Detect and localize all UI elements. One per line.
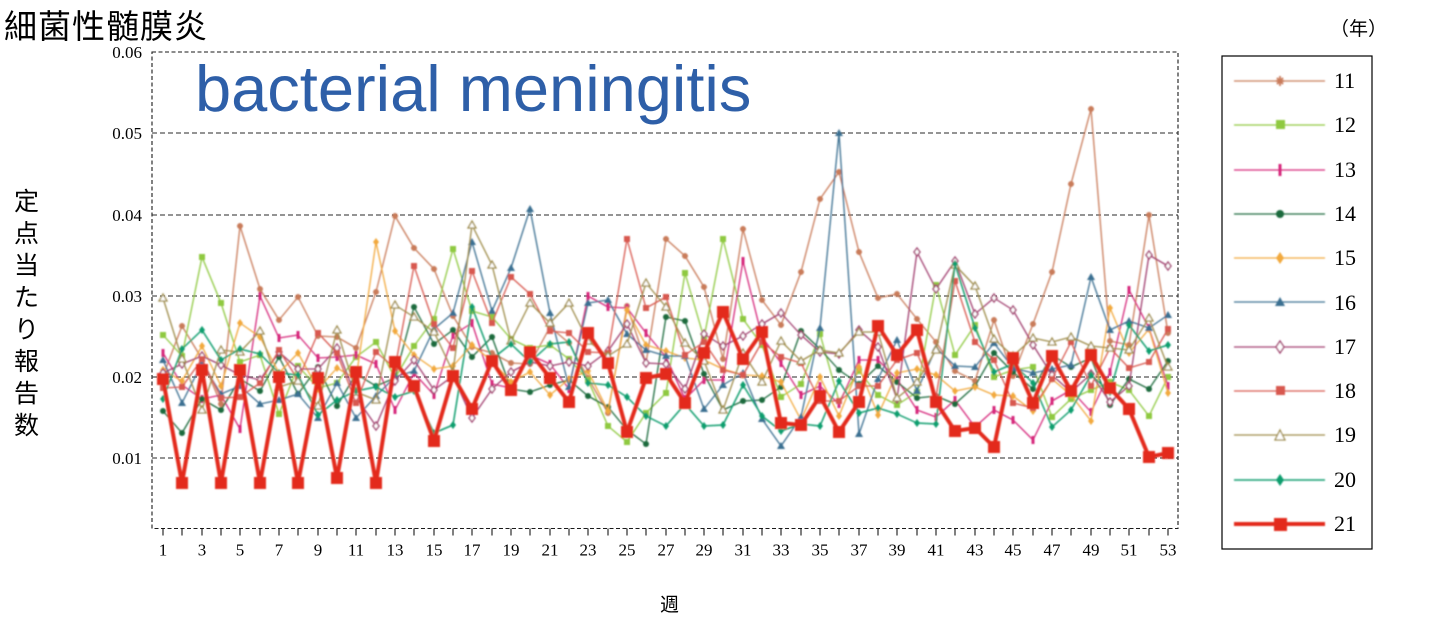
svg-text:13: 13 [387,541,404,560]
svg-text:0.04: 0.04 [112,206,142,225]
svg-text:41: 41 [928,541,945,560]
svg-text:27: 27 [658,541,676,560]
svg-text:0.02: 0.02 [112,368,142,387]
svg-text:16: 16 [1334,290,1356,315]
svg-text:47: 47 [1044,541,1062,560]
svg-text:21: 21 [1334,511,1356,536]
svg-text:29: 29 [696,541,713,560]
svg-text:0.03: 0.03 [112,287,142,306]
svg-text:17: 17 [464,541,482,560]
svg-text:37: 37 [851,541,869,560]
svg-text:7: 7 [275,541,284,560]
svg-text:25: 25 [619,541,636,560]
svg-text:35: 35 [812,541,829,560]
svg-text:31: 31 [735,541,752,560]
svg-text:11: 11 [348,541,364,560]
svg-text:33: 33 [773,541,790,560]
svg-text:9: 9 [314,541,323,560]
svg-text:3: 3 [198,541,207,560]
svg-text:21: 21 [542,541,559,560]
svg-text:14: 14 [1334,201,1356,226]
svg-text:45: 45 [1005,541,1022,560]
svg-text:43: 43 [967,541,984,560]
svg-text:19: 19 [503,541,520,560]
svg-text:15: 15 [1334,245,1356,270]
svg-text:0.01: 0.01 [112,449,142,468]
svg-text:0.05: 0.05 [112,124,142,143]
svg-text:17: 17 [1334,334,1356,359]
svg-text:51: 51 [1121,541,1138,560]
svg-text:20: 20 [1334,467,1356,492]
svg-text:53: 53 [1160,541,1177,560]
svg-text:23: 23 [580,541,597,560]
svg-text:11: 11 [1334,68,1355,93]
svg-text:19: 19 [1334,422,1356,447]
svg-text:18: 18 [1334,378,1356,403]
svg-text:12: 12 [1334,112,1356,137]
svg-text:39: 39 [889,541,906,560]
svg-text:5: 5 [236,541,245,560]
svg-text:49: 49 [1083,541,1100,560]
svg-text:1: 1 [159,541,168,560]
svg-text:15: 15 [426,541,443,560]
svg-text:13: 13 [1334,157,1356,182]
